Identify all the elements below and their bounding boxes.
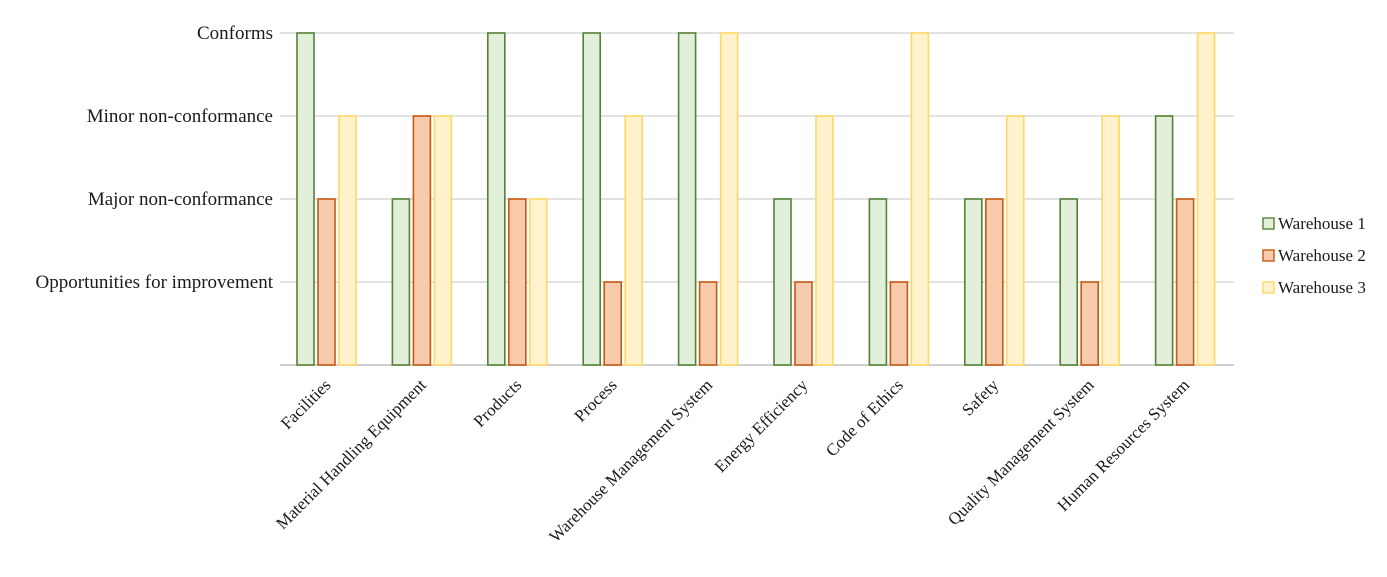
- bar-warehouse-3-4: [624, 115, 644, 366]
- bar-warehouse-2-2: [412, 115, 432, 366]
- bar-warehouse-1-2: [391, 198, 411, 366]
- y-tick-label: Opportunities for improvement: [36, 272, 274, 293]
- x-tick-label: Code of Ethics: [822, 375, 907, 460]
- y-axis-tick-labels: Opportunities for improvement Major non-c…: [36, 23, 274, 293]
- bar-warehouse-3-3: [528, 198, 548, 366]
- legend: Warehouse 1 Warehouse 2 Warehouse 3: [1262, 214, 1366, 297]
- x-tick-label: Products: [470, 375, 526, 431]
- bar-warehouse-1-1: [296, 32, 315, 366]
- bar-warehouse-2-5: [698, 281, 718, 366]
- bar-warehouse-3-9: [1101, 115, 1120, 366]
- bar-warehouse-3-10: [1196, 32, 1216, 366]
- legend-label: Warehouse 1: [1278, 214, 1366, 233]
- y-tick-label: Major non-conformance: [88, 189, 273, 210]
- legend-label: Warehouse 2: [1278, 246, 1366, 265]
- legend-swatch: [1262, 217, 1275, 230]
- bar-warehouse-2-1: [317, 198, 336, 366]
- bars: [296, 32, 1216, 366]
- bar-warehouse-2-8: [984, 198, 1004, 366]
- bar-warehouse-1-8: [963, 198, 983, 366]
- bar-warehouse-3-8: [1005, 115, 1025, 366]
- bar-warehouse-2-9: [1080, 281, 1099, 366]
- x-tick-label: Facilities: [277, 375, 335, 433]
- legend-label: Warehouse 3: [1278, 278, 1366, 297]
- bar-warehouse-2-6: [794, 281, 813, 366]
- bar-warehouse-2-4: [603, 281, 623, 366]
- bar-warehouse-1-5: [677, 32, 697, 366]
- bar-warehouse-3-6: [815, 115, 834, 366]
- legend-swatch: [1262, 249, 1275, 262]
- bar-warehouse-1-4: [582, 32, 602, 366]
- bar-warehouse-1-3: [486, 32, 506, 366]
- x-tick-label: Material Handling Equipment: [272, 375, 430, 533]
- bar-warehouse-3-7: [910, 32, 930, 366]
- x-tick-label: Safety: [958, 375, 1002, 419]
- bar-warehouse-3-5: [719, 32, 739, 366]
- bar-warehouse-1-10: [1154, 115, 1174, 366]
- x-tick-label: Warehouse Management System: [545, 375, 716, 546]
- bar-warehouse-1-9: [1059, 198, 1078, 366]
- bar-warehouse-1-6: [773, 198, 792, 366]
- x-tick-label: Energy Efficiency: [711, 375, 812, 476]
- y-tick-label: Minor non-conformance: [87, 106, 273, 127]
- x-tick-label: Process: [571, 375, 621, 425]
- bar-warehouse-2-3: [507, 198, 527, 366]
- y-tick-label: Conforms: [197, 23, 273, 44]
- bar-warehouse-1-7: [868, 198, 888, 366]
- bar-warehouse-2-7: [889, 281, 909, 366]
- bar-warehouse-3-1: [338, 115, 357, 366]
- legend-swatch: [1262, 281, 1275, 294]
- bar-warehouse-3-2: [433, 115, 453, 366]
- bar-warehouse-2-10: [1175, 198, 1195, 366]
